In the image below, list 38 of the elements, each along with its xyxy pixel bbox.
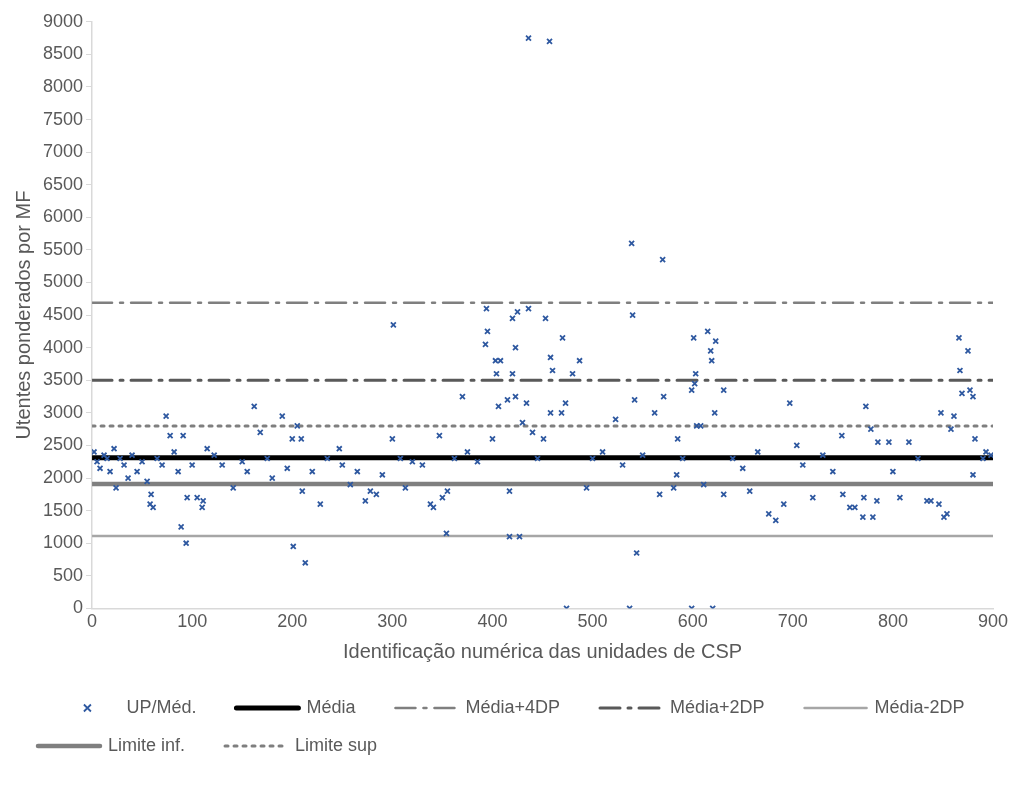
y-tick-label: 1500 <box>43 499 84 520</box>
legend-label: Média+2DP <box>670 696 765 717</box>
y-tick-label: 8500 <box>43 43 84 64</box>
x-tick-label: 900 <box>977 611 1009 632</box>
x-tick-label: 700 <box>777 611 808 632</box>
y-tick-label: 3000 <box>43 401 84 422</box>
legend-label: UP/Méd. <box>126 696 197 717</box>
y-tick-label: 8000 <box>43 75 84 96</box>
y-tick-label: 4500 <box>43 304 84 325</box>
y-tick-label: 6500 <box>43 173 84 194</box>
y-tick-label: 4000 <box>43 336 84 357</box>
x-tick-label: 600 <box>677 611 708 632</box>
legend-label: Média-2DP <box>874 696 965 717</box>
y-tick-label: 6000 <box>43 206 84 227</box>
y-tick-label: 9000 <box>43 10 84 31</box>
y-tick-label: 1000 <box>43 532 84 553</box>
y-tick-label: 7000 <box>43 141 84 162</box>
x-axis-title: Identificação numérica das unidades de CSP <box>342 639 743 662</box>
x-tick-label: 800 <box>877 611 908 632</box>
y-tick-label: 3500 <box>43 369 84 390</box>
x-tick-label: 200 <box>277 611 308 632</box>
y-tick-label: 2000 <box>43 467 84 488</box>
legend-label: Média <box>306 696 357 717</box>
legend-label: Limite inf. <box>108 734 186 755</box>
y-tick-label: 500 <box>53 564 84 585</box>
x-tick-label: 400 <box>477 611 508 632</box>
x-tick-label: 500 <box>577 611 608 632</box>
y-tick-label: 0 <box>73 597 84 618</box>
y-tick-label: 5000 <box>43 271 84 292</box>
y-axis-title: Utentes ponderados por MF <box>11 190 34 440</box>
y-tick-label: 7500 <box>43 108 84 129</box>
x-tick-label: 100 <box>177 611 208 632</box>
legend-label: Média+4DP <box>465 696 561 717</box>
x-tick-label: 0 <box>87 611 98 632</box>
x-tick-label: 300 <box>377 611 408 632</box>
y-tick-label: 2500 <box>43 434 84 455</box>
y-tick-label: 5500 <box>43 238 84 259</box>
legend-label: Limite sup <box>295 734 378 755</box>
